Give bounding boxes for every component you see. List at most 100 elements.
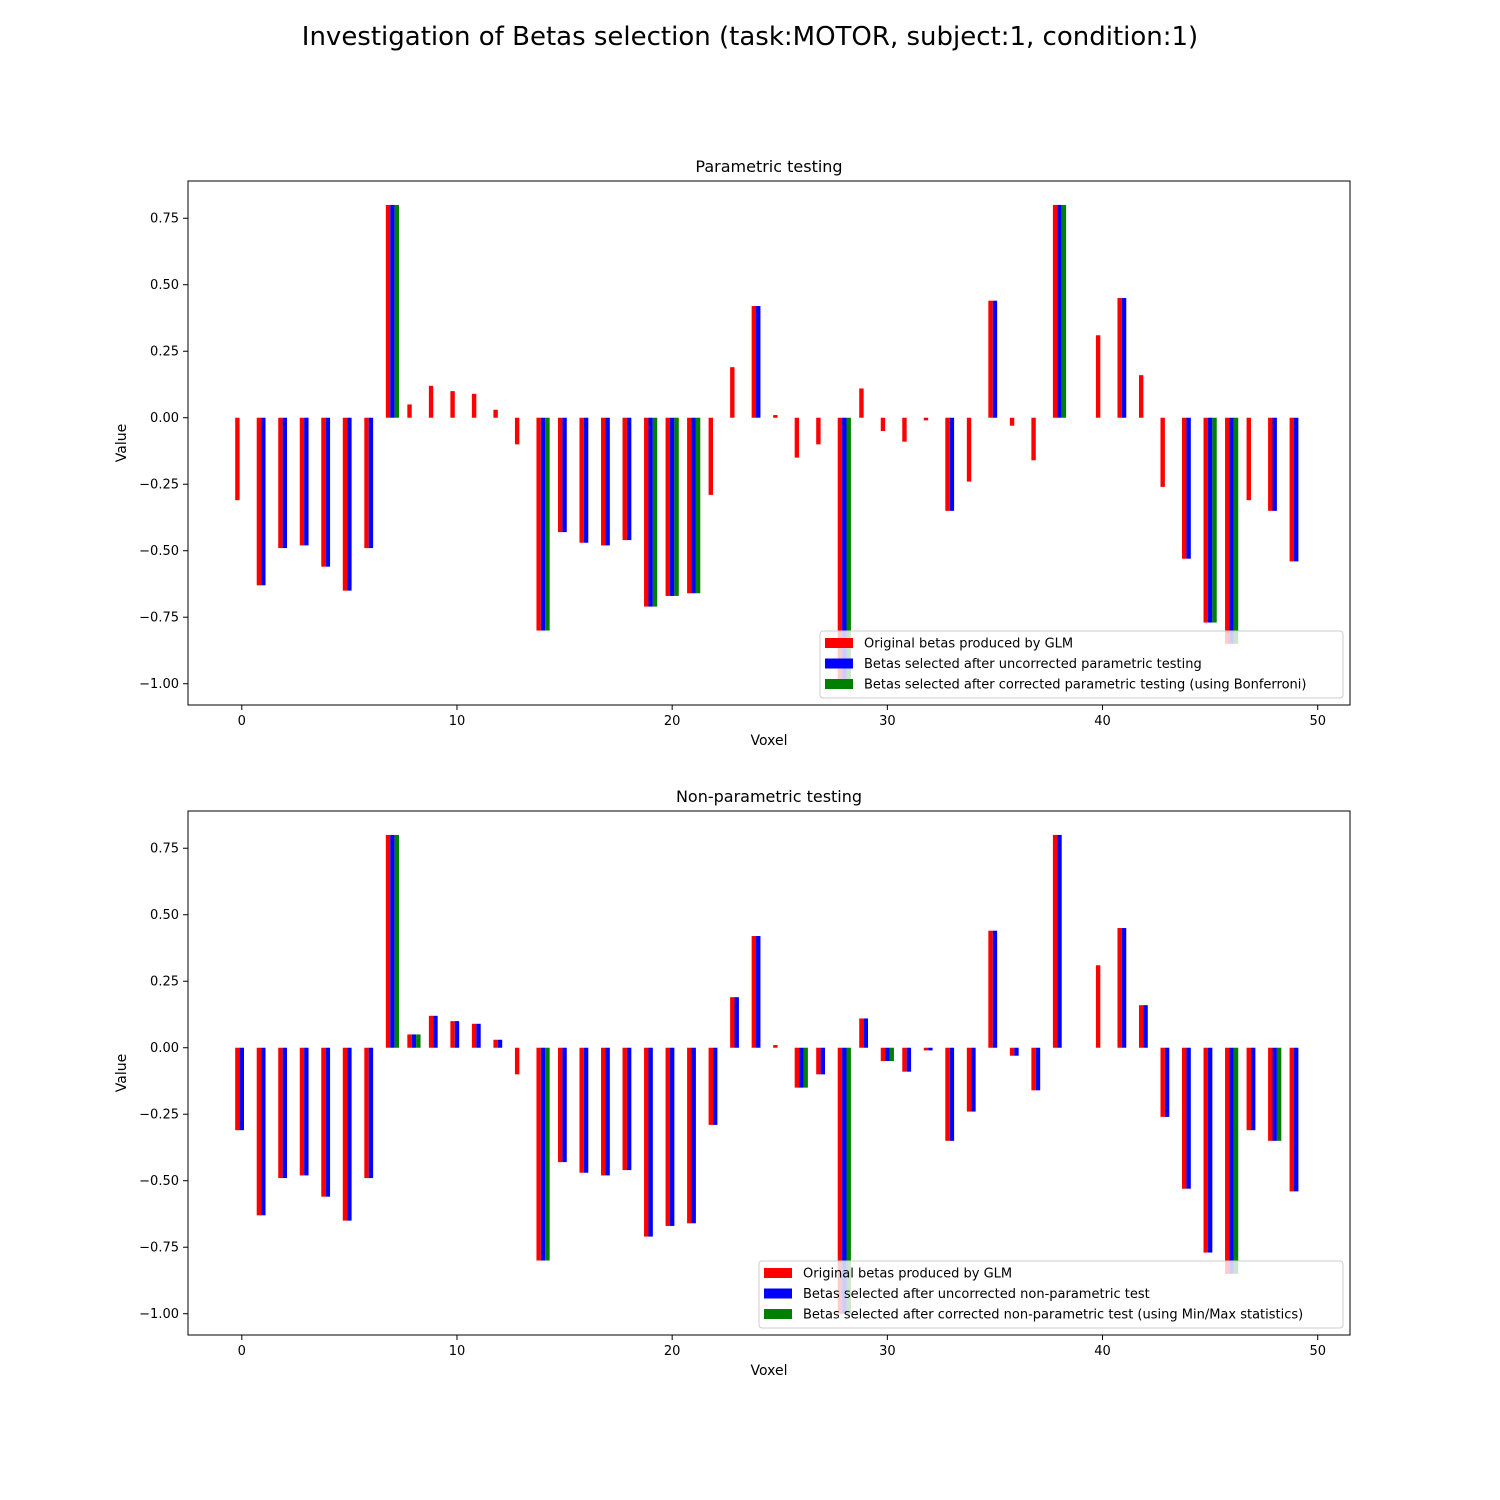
bar-series-1-voxel-12	[493, 409, 498, 418]
bar-series-2-voxel-18	[626, 1047, 632, 1171]
bar-series-2-voxel-6	[368, 417, 374, 549]
bar-series-1-voxel-36	[1009, 1047, 1015, 1056]
y-tick-label: −1.00	[139, 1307, 179, 1322]
bar-series-2-voxel-2	[282, 1047, 288, 1179]
bar-series-1-voxel-27	[816, 417, 821, 445]
bar-series-3-voxel-14	[545, 417, 550, 631]
bar-series-1-voxel-25	[773, 415, 778, 418]
bar-series-1-voxel-16	[579, 417, 584, 543]
bar-series-2-voxel-28	[842, 1047, 847, 1314]
y-tick-label: −1.00	[139, 677, 179, 692]
y-tick-label: 0.00	[150, 411, 179, 426]
bar-series-2-voxel-18	[626, 417, 632, 541]
bar-series-2-voxel-48	[1272, 417, 1277, 511]
y-tick-label: −0.50	[139, 544, 179, 559]
bar-series-2-voxel-3	[304, 1047, 309, 1176]
bar-series-1-voxel-47	[1246, 1047, 1251, 1131]
x-tick-label: 50	[1309, 714, 1326, 729]
legend-label-2: Betas selected after uncorrected non-par…	[803, 1287, 1150, 1302]
x-tick-label: 20	[664, 1344, 681, 1359]
chart-1: 0 10 20 30 40 50 −1.00 −0.75 −0.50 −0.25 0.00 0.25 0…	[114, 157, 1351, 749]
bar-series-2-voxel-15	[562, 417, 567, 533]
bar-series-2-voxel-33	[949, 1047, 955, 1141]
bar-series-2-voxel-9	[433, 1015, 438, 1048]
bar-series-2-voxel-20	[669, 417, 675, 596]
bar-series-1-voxel-6	[364, 417, 369, 549]
bar-series-1-voxel-21	[687, 1047, 692, 1224]
bar-series-2-voxel-30	[885, 1047, 890, 1062]
y-tick-label: −0.25	[139, 1108, 179, 1123]
y-tick-label: −0.75	[139, 1241, 179, 1256]
legend-swatch-1	[825, 638, 853, 648]
bar-series-1-voxel-37	[1031, 417, 1036, 461]
bar-series-1-voxel-34	[966, 417, 972, 482]
bar-series-2-voxel-17	[605, 1047, 610, 1176]
bar-series-3-voxel-21	[695, 417, 701, 594]
bar-series-1-voxel-44	[1182, 1047, 1187, 1189]
bar-series-1-voxel-4	[321, 1047, 326, 1197]
bar-series-1-voxel-16	[579, 1047, 584, 1173]
bar-series-3-voxel-20	[674, 417, 679, 596]
bar-series-2-voxel-4	[325, 417, 331, 567]
bar-series-2-voxel-17	[605, 417, 610, 546]
bar-series-2-voxel-46	[1229, 417, 1234, 644]
bar-series-2-voxel-41	[1121, 298, 1127, 418]
bar-series-1-voxel-49	[1289, 417, 1294, 562]
legend-swatch-1	[764, 1268, 792, 1278]
bar-series-2-voxel-47	[1250, 1047, 1256, 1131]
bar-series-2-voxel-1	[261, 1047, 266, 1216]
bar-series-2-voxel-49	[1294, 417, 1299, 562]
bar-series-1-voxel-19	[644, 1047, 649, 1237]
legend-box	[819, 630, 1344, 699]
bar-series-2-voxel-22	[713, 1047, 718, 1125]
bar-series-3-voxel-19	[652, 417, 658, 607]
bar-series-3-voxel-26	[803, 1047, 808, 1088]
bar-series-1-voxel-12	[493, 1039, 498, 1048]
x-axis-label: Voxel	[751, 733, 788, 749]
bar-series-1-voxel-29	[859, 1018, 864, 1048]
bar-series-1-voxel-32	[923, 417, 929, 421]
x-tick-label: 0	[238, 1344, 246, 1359]
legend: Original betas produced by GLM Betas sele…	[758, 1260, 1344, 1329]
bar-series-1-voxel-31	[902, 417, 907, 442]
bar-series-2-voxel-32	[928, 1047, 933, 1051]
bar-series-3-voxel-46	[1233, 417, 1239, 644]
bar-series-1-voxel-44	[1182, 417, 1187, 559]
y-axis-label: Value	[114, 424, 130, 462]
bar-series-1-voxel-28	[837, 417, 843, 684]
x-tick-label: 0	[238, 714, 246, 729]
bar-series-2-voxel-2	[282, 417, 288, 549]
x-tick-label: 30	[879, 1344, 896, 1359]
bar-series-2-voxel-21	[691, 1047, 696, 1224]
y-tick-label: 0.25	[150, 345, 179, 360]
bar-series-2-voxel-16	[583, 1047, 589, 1173]
y-tick-label: 0.50	[150, 908, 179, 923]
bar-series-1-voxel-41	[1117, 928, 1122, 1048]
bar-series-1-voxel-3	[299, 417, 305, 546]
bar-series-1-voxel-1	[256, 1047, 262, 1216]
bar-series-1-voxel-17	[601, 1047, 606, 1176]
bar-series-1-voxel-40	[1095, 965, 1101, 1048]
bar-series-2-voxel-42	[1143, 1005, 1148, 1048]
bar-series-2-voxel-21	[691, 417, 696, 594]
bar-series-2-voxel-10	[454, 1021, 460, 1048]
bar-series-2-voxel-4	[325, 1047, 331, 1197]
bar-series-1-voxel-7	[385, 204, 391, 418]
bar-series-1-voxel-34	[966, 1047, 972, 1112]
y-tick-label: 0.50	[150, 278, 179, 293]
bar-series-1-voxel-22	[708, 1047, 713, 1125]
bar-series-3-voxel-45	[1212, 417, 1217, 623]
y-tick-label: 0.75	[150, 212, 179, 227]
bar-series-3-voxel-30	[889, 1047, 894, 1062]
y-tick-label: 0.25	[150, 975, 179, 990]
bar-series-1-voxel-3	[299, 1047, 305, 1176]
legend-swatch-3	[825, 679, 853, 689]
x-tick-label: 10	[449, 714, 466, 729]
bar-series-1-voxel-9	[428, 385, 434, 418]
bar-series-3-voxel-28	[846, 1047, 851, 1314]
bar-series-2-voxel-48	[1272, 1047, 1277, 1141]
bar-series-1-voxel-19	[644, 417, 649, 607]
bar-series-1-voxel-2	[278, 1047, 283, 1179]
bar-series-1-voxel-45	[1203, 417, 1208, 623]
